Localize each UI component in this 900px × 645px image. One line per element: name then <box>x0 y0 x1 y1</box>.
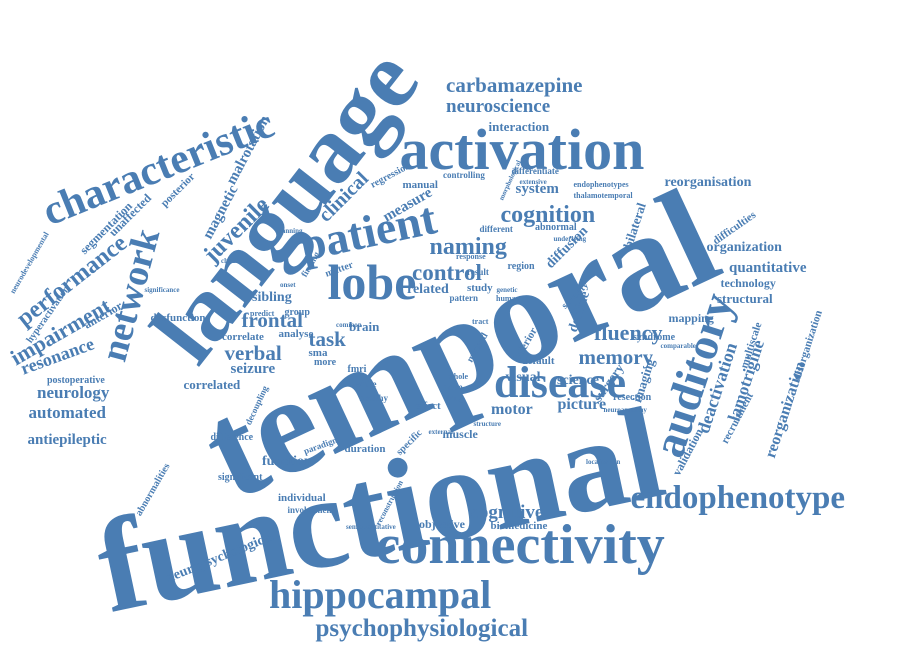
word-seizure: seizure <box>230 360 276 377</box>
word-default: default <box>521 354 555 367</box>
word-automated: automated <box>28 402 106 422</box>
word-syndrome: syndrome <box>633 332 676 343</box>
word-drug: drug <box>444 392 464 403</box>
word-interaction: interaction <box>488 118 550 134</box>
word-tract: tract <box>472 317 489 326</box>
word-thalamotemporal: thalamotemporal <box>573 191 633 200</box>
word-structural: structural <box>717 290 773 306</box>
word-memory: memory <box>578 344 654 369</box>
word-sibling: sibling <box>252 290 292 305</box>
word-activation: activation <box>399 117 645 182</box>
word-picture: picture <box>557 396 607 413</box>
word-science: science <box>557 373 599 388</box>
word-neuroanatomy: neuroanatomy <box>603 405 647 414</box>
word-function: function <box>262 454 312 469</box>
word-study: study <box>467 281 493 294</box>
word-verbal: verbal <box>224 340 282 365</box>
word-objective: objective <box>419 517 465 531</box>
word-semiquantitative: semiquantitative <box>346 522 396 531</box>
word-correlated: correlated <box>183 376 241 392</box>
word-localization: localization <box>586 457 621 466</box>
word-predict: predict <box>250 309 275 318</box>
word-onset: onset <box>280 280 296 289</box>
word-control: control <box>412 259 482 285</box>
word-disease: disease <box>494 358 626 407</box>
word-visual: visual <box>505 370 541 385</box>
word-response: response <box>456 252 486 261</box>
word-lobe: lobe <box>327 254 417 310</box>
word-psychophysiological: psychophysiological <box>315 614 529 642</box>
word-motor: motor <box>491 401 533 418</box>
word-biomedicine: biomedicine <box>490 519 548 532</box>
word-childhood: childhood <box>221 256 251 265</box>
word-connectivity: connectivity <box>375 514 665 576</box>
word-fmri: fmri <box>347 364 367 375</box>
word-quantitative: quantitative <box>729 259 807 276</box>
word-genetic: genetic <box>496 285 518 294</box>
word-pattern: pattern <box>449 292 479 303</box>
word-frontal: frontal <box>241 307 303 332</box>
word-postoperative: postoperative <box>47 375 105 386</box>
word-difference: difference <box>210 432 254 443</box>
word-disorganization: disorganization <box>790 308 825 382</box>
word-reorganisation: reorganisation <box>664 175 752 190</box>
word-resection: resection <box>613 392 652 403</box>
word-organization: organization <box>706 240 782 255</box>
word-underlying: underlying <box>553 234 587 243</box>
word-manual: manual <box>402 178 438 191</box>
word-abnormal: abnormal <box>535 222 577 233</box>
word-neurology: neurology <box>37 382 110 402</box>
word-related: related <box>407 282 449 297</box>
word-fluency: fluency <box>594 320 663 345</box>
word-carbamazepine: carbamazepine <box>446 72 583 97</box>
word-healthy: healthy <box>359 392 389 403</box>
word-significant: significant <box>218 472 263 483</box>
word-individual: individual <box>278 491 326 504</box>
word-significance: significance <box>144 285 180 294</box>
word-correlate: correlate <box>222 330 264 343</box>
word-mapping: mapping <box>668 311 714 325</box>
word-hippocampal: hippocampal <box>269 572 492 617</box>
word-effect: effect <box>415 399 441 412</box>
word-different: different <box>479 223 513 234</box>
word-cognition: cognition <box>500 202 596 228</box>
word-dysfunction: dysfunction <box>150 311 206 324</box>
word-endophenotypes: endophenotypes <box>573 180 629 189</box>
word-cognitive: cognitive <box>470 501 544 523</box>
word-brain: brain <box>349 318 380 334</box>
word-muscle: muscle <box>442 427 478 441</box>
word-antiepileptic: antiepileptic <box>27 431 107 448</box>
word-controlling: controlling <box>443 169 485 180</box>
word-comparable: comparable <box>660 341 696 350</box>
word-result: result <box>467 266 489 277</box>
word-planning: planning <box>276 226 303 235</box>
word-whole: whole <box>448 372 468 381</box>
word-region: region <box>507 261 535 272</box>
word-involvement: involvement <box>287 504 335 515</box>
word-sma: sma <box>308 346 328 359</box>
word-more: more <box>314 357 337 368</box>
word-duration: duration <box>344 442 386 455</box>
word-differentiate: differentiate <box>511 165 559 176</box>
word-endophenotype: endophenotype <box>630 479 846 516</box>
word-neuroscience: neuroscience <box>446 95 551 117</box>
word-naming: naming <box>429 234 507 260</box>
word-human: human <box>496 294 521 303</box>
word-technology: technology <box>720 276 776 290</box>
word-analyse: analyse <box>278 327 314 340</box>
word-white: white <box>355 378 377 389</box>
word-task: task <box>308 326 346 351</box>
word-structure: structure <box>473 419 501 428</box>
word-group: group <box>284 307 310 318</box>
word-common: common <box>336 320 362 329</box>
word-external: external <box>428 427 454 436</box>
word-system: system <box>515 180 559 197</box>
word-extensive: extensive <box>519 177 547 186</box>
word-mode: mode <box>441 381 463 392</box>
